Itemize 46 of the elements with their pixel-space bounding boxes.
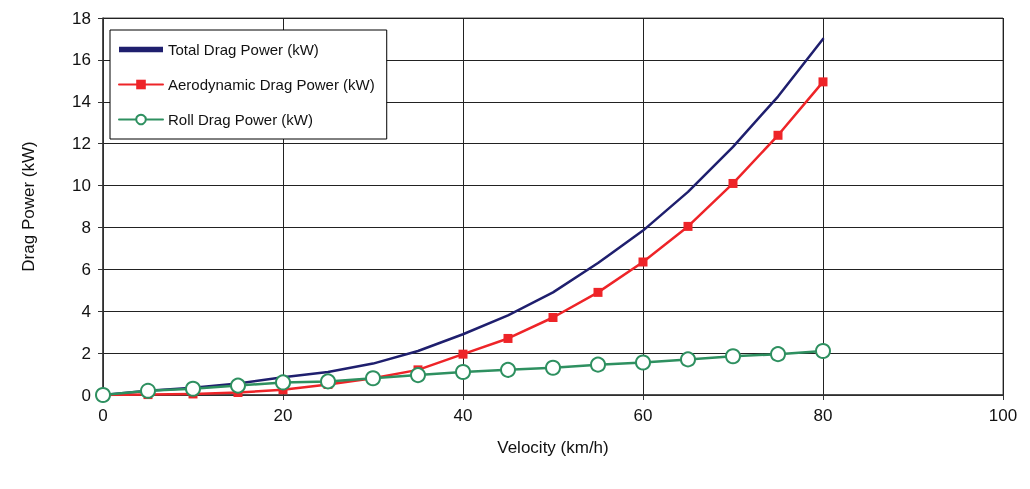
point (545, 359, 561, 376)
point (683, 221, 693, 231)
point (638, 257, 648, 267)
point (635, 354, 651, 371)
point (365, 370, 381, 387)
point (410, 367, 426, 384)
x-tick-label: 40 (453, 406, 473, 425)
point (770, 346, 786, 363)
point (773, 130, 783, 140)
legend-label: Roll Drag Power (kW) (168, 111, 314, 128)
y-tick-label: 12 (72, 134, 91, 154)
y-tick-label: 2 (81, 343, 91, 363)
point (680, 351, 696, 368)
point (275, 374, 291, 391)
x-tick-label: 60 (633, 406, 653, 425)
point (818, 77, 828, 87)
y-tick-label: 10 (72, 176, 91, 196)
y-tick-label: 16 (72, 50, 91, 70)
point (590, 356, 606, 373)
x-tick-label: 80 (813, 406, 833, 425)
point (455, 363, 471, 380)
point (500, 361, 516, 378)
y-tick-label: 18 (72, 8, 91, 28)
y-tick-label: 8 (81, 217, 91, 237)
point (593, 287, 603, 297)
x-tick-label: 100 (988, 406, 1018, 425)
point (458, 349, 468, 359)
y-tick-label: 6 (81, 259, 91, 279)
point (815, 343, 831, 360)
legend-label: Total Drag Power (kW) (168, 41, 319, 58)
point (728, 178, 738, 188)
point (140, 382, 156, 399)
y-tick-label: 4 (81, 301, 91, 321)
point (503, 333, 513, 343)
point (185, 380, 201, 397)
y-tick-label: 14 (72, 92, 91, 112)
y-axis-title: Drag Power (kW) (19, 141, 38, 272)
x-axis-title: Velocity (km/h) (497, 438, 609, 457)
legend-label: Aerodynamic Drag Power (kW) (168, 76, 375, 93)
point (320, 373, 336, 390)
y-tick-label: 0 (81, 385, 91, 405)
point (548, 313, 558, 323)
x-tick-label: 0 (98, 406, 108, 425)
point (230, 377, 246, 394)
point (725, 348, 741, 365)
x-tick-label: 20 (273, 406, 293, 425)
